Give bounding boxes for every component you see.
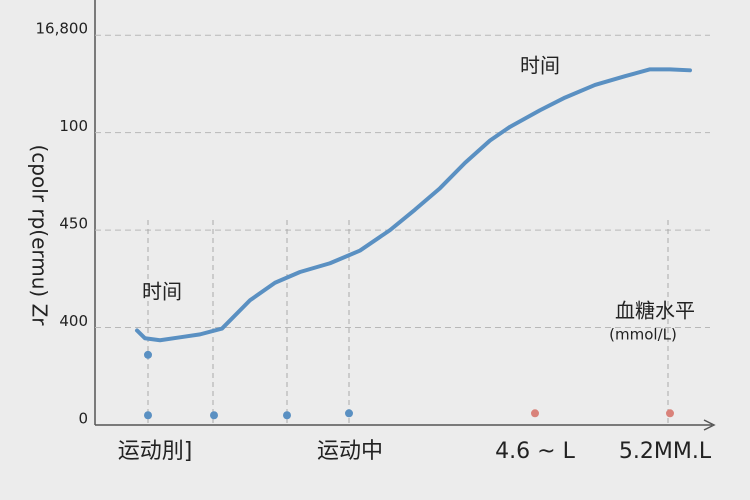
annotation: (mmol/L) [609, 326, 677, 344]
marker-dot [531, 409, 539, 418]
y-tick-label: 100 [59, 117, 88, 135]
y-axis-label: (cpolr rp(ermu) Zr [28, 144, 52, 326]
y-tick-label: 450 [59, 215, 88, 233]
marker-dot [283, 411, 291, 420]
annotation: 时间 [142, 280, 182, 304]
x-tick-label: 运动刖] [118, 439, 193, 464]
annotation: 血糖水平 [615, 299, 695, 323]
data-line [135, 67, 692, 343]
y-tick-label: 0 [78, 410, 88, 428]
x-tick-label: 运动中 [317, 439, 383, 464]
marker-dot [144, 411, 152, 420]
marker-dot [345, 409, 353, 418]
marker-dot [144, 350, 152, 359]
x-tick-label: 4.6 ~ L [495, 439, 575, 464]
annotation: 时间 [520, 54, 560, 78]
marker-dot [210, 411, 218, 420]
x-axis-arrow [703, 419, 716, 431]
y-tick-label: 400 [59, 312, 88, 330]
y-tick-label: 16,800 [36, 20, 89, 38]
x-tick-label: 5.2MM.L [619, 439, 712, 464]
marker-dot [666, 409, 674, 418]
